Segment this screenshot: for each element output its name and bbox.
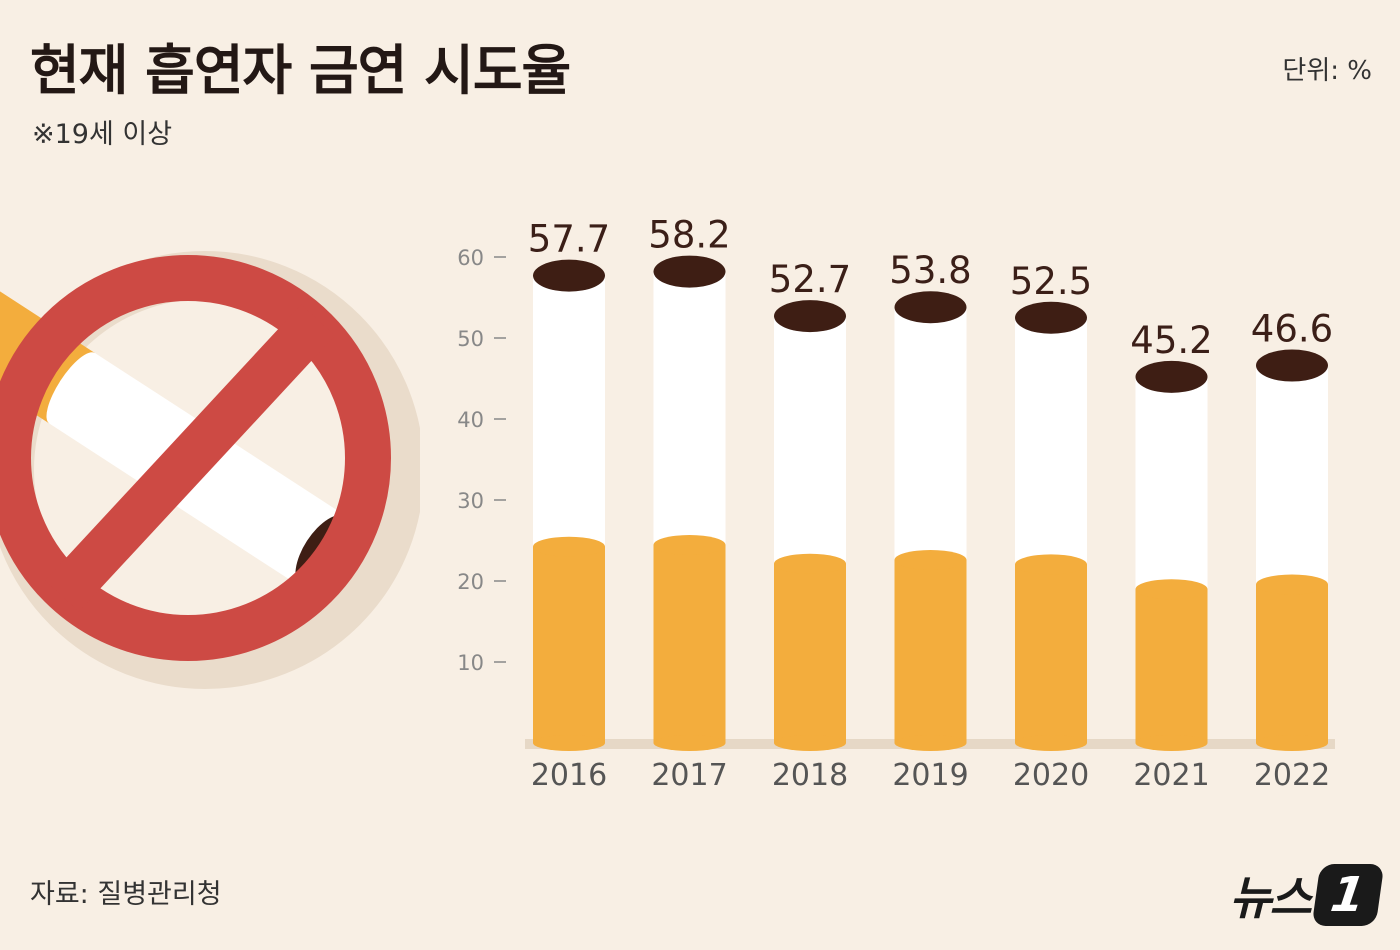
bar-cap [533, 259, 605, 292]
logo-text: 뉴스 [1229, 871, 1312, 925]
bar-bottom [653, 735, 726, 751]
y-tick-label: 10 [457, 651, 484, 675]
x-tick-label: 2018 [772, 758, 848, 793]
bar-cap [1135, 360, 1208, 393]
data-label: 53.8 [889, 249, 971, 292]
bar-cap [1256, 349, 1328, 382]
x-tick-label: 2017 [651, 758, 727, 793]
bar-filter [533, 546, 605, 743]
data-label: 52.7 [769, 258, 851, 301]
y-tick-label: 60 [457, 246, 484, 270]
logo-mark: 1 [1311, 864, 1385, 926]
y-tick-label: 40 [457, 408, 484, 432]
bar-cap [894, 291, 967, 324]
bar-filter [653, 545, 726, 743]
data-label: 46.6 [1251, 308, 1333, 351]
news1-logo: 뉴스 1 [1229, 862, 1385, 928]
data-label: 57.7 [528, 218, 610, 261]
unit-label: 단위: % [1282, 56, 1372, 86]
bar-filter-edge [653, 535, 726, 556]
bar-filter [894, 559, 967, 743]
data-label: 45.2 [1130, 319, 1212, 362]
bar-cap [774, 300, 846, 333]
bar-bottom [894, 735, 967, 751]
bar-bottom [1135, 735, 1208, 751]
x-tick-label: 2021 [1133, 758, 1209, 793]
data-label: 58.2 [648, 214, 730, 257]
x-tick-label: 2016 [531, 758, 607, 793]
bar-cap [653, 255, 726, 288]
x-tick-label: 2020 [1013, 758, 1089, 793]
y-tick-label: 50 [457, 327, 484, 351]
data-label: 52.5 [1010, 260, 1092, 303]
bar-filter-edge [1135, 579, 1208, 600]
bar-filter-edge [1015, 554, 1087, 575]
bar-bottom [533, 735, 605, 751]
chart-title: 현재 흡연자 금연 시도율 [30, 39, 571, 102]
bar-bottom [1256, 735, 1328, 751]
source-label: 자료: 질병관리청 [30, 879, 222, 910]
bar-bottom [774, 735, 846, 751]
bar-filter-edge [894, 549, 967, 570]
chart-subtitle: ※19세 이상 [32, 119, 173, 150]
bar-cap [1015, 301, 1087, 334]
bar-filter [1135, 589, 1208, 743]
no-smoking-icon [0, 251, 420, 689]
x-tick-label: 2022 [1254, 758, 1330, 793]
bar-filter-edge [533, 536, 605, 557]
bar-bottom [1015, 735, 1087, 751]
x-tick-label: 2019 [892, 758, 968, 793]
bar-filter [774, 563, 846, 743]
bar-filter [1256, 584, 1328, 743]
bar-filter-edge [774, 553, 846, 574]
y-tick-label: 30 [457, 489, 484, 513]
bar-filter [1015, 564, 1087, 743]
bar-filter-edge [1256, 574, 1328, 595]
y-tick-label: 20 [457, 570, 484, 594]
